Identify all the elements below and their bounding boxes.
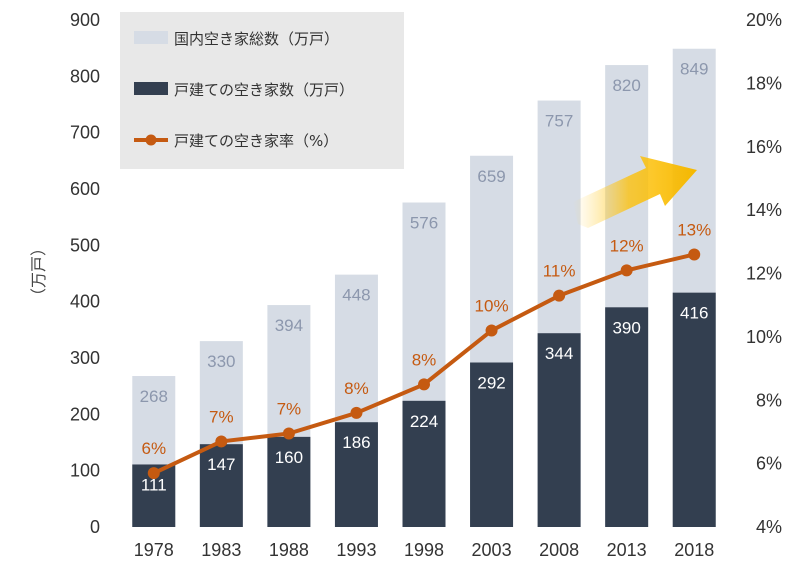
y2-tick-20pct: 20%	[746, 10, 782, 30]
y-axis-title: （万戸）	[29, 240, 48, 304]
rate-point-1993	[350, 406, 363, 419]
label-detached-2008: 344	[545, 344, 573, 363]
label-total-2008: 757	[545, 112, 573, 131]
label-total-1988: 394	[275, 316, 303, 335]
y2-tick-10pct: 10%	[746, 327, 782, 347]
legend-label-rate: 戸建ての空き家率（%）	[174, 132, 338, 150]
legend: 国内空き家総数（万戸） 戸建ての空き家数（万戸） 戸建ての空き家率（%）	[120, 12, 404, 169]
label-total-2003: 659	[477, 167, 505, 186]
rate-label-1993: 8%	[344, 379, 369, 398]
label-detached-1998: 224	[410, 412, 438, 431]
rate-point-1983	[215, 435, 228, 448]
label-total-2018: 849	[680, 60, 708, 79]
x-tick-1988: 1988	[269, 540, 309, 560]
rate-point-1988	[282, 427, 295, 440]
legend-swatch-total	[134, 31, 168, 44]
bar-detached-2008	[537, 333, 581, 527]
y-tick-900: 900	[70, 10, 100, 30]
bar-detached-1993	[334, 422, 378, 527]
y-tick-200: 200	[70, 404, 100, 424]
y2-tick-6pct: 6%	[756, 454, 782, 474]
y-tick-0: 0	[90, 517, 100, 537]
label-total-1978: 268	[140, 387, 168, 406]
y-tick-800: 800	[70, 66, 100, 86]
label-total-1993: 448	[342, 286, 370, 305]
y2-tick-12pct: 12%	[746, 264, 782, 284]
y-tick-600: 600	[70, 179, 100, 199]
x-tick-1993: 1993	[336, 540, 376, 560]
legend-label-total: 国内空き家総数（万戸）	[174, 30, 339, 48]
bar-detached-1998	[402, 400, 446, 527]
x-tick-2003: 2003	[472, 540, 512, 560]
label-detached-2013: 390	[612, 318, 640, 337]
label-total-2013: 820	[612, 76, 640, 95]
legend-label-detached: 戸建ての空き家数（万戸）	[174, 81, 354, 99]
trend-arrow	[573, 156, 697, 228]
rate-label-2018: 13%	[677, 220, 711, 239]
rate-label-2008: 11%	[543, 262, 576, 281]
legend-swatch-detached	[134, 82, 168, 95]
rate-point-2003	[485, 324, 498, 337]
legend-swatch-rate-marker	[145, 134, 157, 146]
y2-tick-14pct: 14%	[746, 200, 782, 220]
y-tick-400: 400	[70, 292, 100, 312]
y2-tick-4pct: 4%	[756, 517, 782, 537]
label-total-1998: 576	[410, 214, 438, 233]
label-detached-1988: 160	[275, 448, 303, 467]
bar-detached-2013	[605, 307, 649, 527]
bar-detached-1988	[267, 436, 311, 527]
rate-point-2008	[553, 289, 566, 302]
rate-label-1978: 6%	[141, 439, 166, 458]
label-detached-1993: 186	[342, 433, 370, 452]
y-tick-700: 700	[70, 123, 100, 143]
bar-detached-2018	[672, 292, 716, 527]
y2-tick-8pct: 8%	[756, 390, 782, 410]
rate-label-1998: 8%	[412, 350, 437, 369]
rate-label-2013: 12%	[610, 236, 644, 255]
y-tick-300: 300	[70, 348, 100, 368]
y2-tick-18pct: 18%	[746, 73, 782, 93]
rate-label-2003: 10%	[475, 297, 509, 316]
rate-label-1988: 7%	[277, 400, 302, 419]
x-tick-1983: 1983	[201, 540, 241, 560]
rate-point-2013	[620, 264, 633, 277]
rate-point-1978	[147, 467, 160, 480]
bar-detached-1983	[199, 444, 243, 527]
label-detached-2018: 416	[680, 304, 708, 323]
rate-point-2018	[688, 248, 701, 261]
x-tick-2008: 2008	[539, 540, 579, 560]
x-tick-1978: 1978	[134, 540, 174, 560]
y-tick-100: 100	[70, 461, 100, 481]
rate-point-1998	[418, 378, 430, 391]
x-tick-1998: 1998	[404, 540, 444, 560]
x-tick-2013: 2013	[607, 540, 647, 560]
y-tick-500: 500	[70, 235, 100, 255]
label-detached-2003: 292	[477, 374, 505, 393]
y2-tick-16pct: 16%	[746, 137, 782, 157]
label-total-1983: 330	[207, 352, 235, 371]
label-detached-1983: 147	[207, 455, 235, 474]
rate-label-1983: 7%	[209, 407, 234, 426]
bar-detached-2003	[470, 362, 514, 527]
label-detached-1978: 111	[141, 475, 167, 494]
x-tick-2018: 2018	[674, 540, 714, 560]
